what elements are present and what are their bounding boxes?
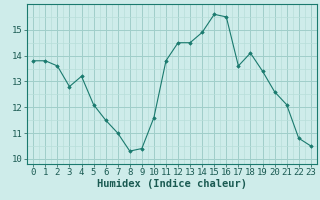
X-axis label: Humidex (Indice chaleur): Humidex (Indice chaleur) — [97, 179, 247, 189]
